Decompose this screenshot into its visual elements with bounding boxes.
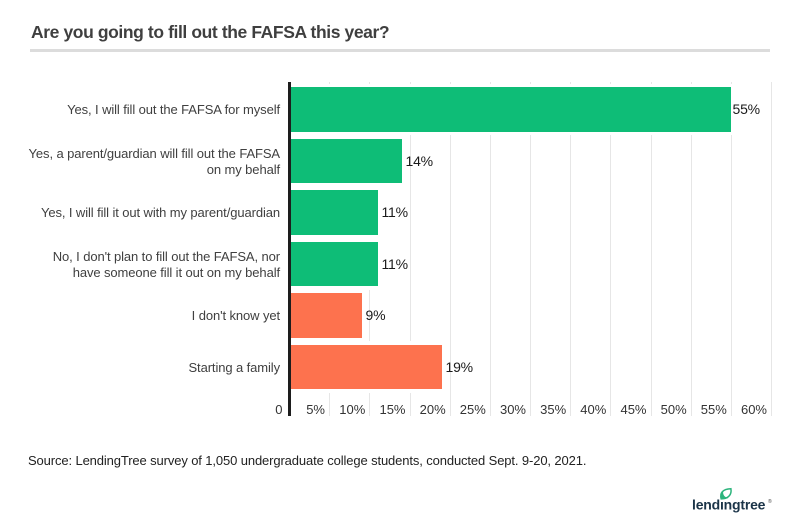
svg-text:lendıngtree: lendıngtree [692,497,766,513]
svg-text:®: ® [768,498,772,505]
